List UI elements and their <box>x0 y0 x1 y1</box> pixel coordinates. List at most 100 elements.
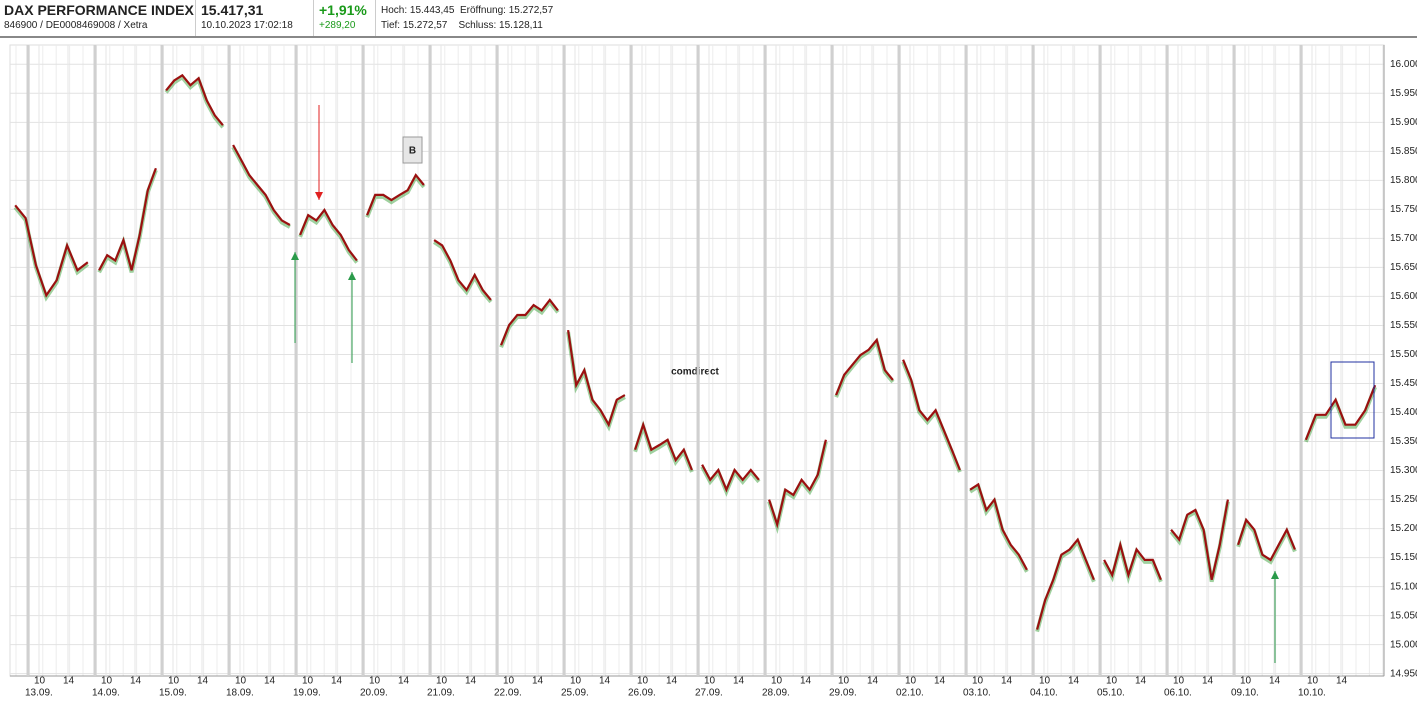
marker-box <box>402 136 423 164</box>
change-block: +1,91% +289,20 <box>319 2 367 34</box>
hour-tick-label: 14 <box>1068 676 1080 687</box>
signal-arrow-head <box>315 192 323 200</box>
x-tick-label: 13.09. <box>25 688 53 699</box>
y-tick-label: 15.700 <box>1390 233 1417 244</box>
hour-tick-label: 10 <box>1307 676 1319 687</box>
marker-label: B <box>409 146 416 157</box>
hour-tick-label: 14 <box>264 676 276 687</box>
y-tick-label: 15.000 <box>1390 639 1417 650</box>
price-line <box>567 329 626 428</box>
hour-tick-label: 10 <box>1173 676 1185 687</box>
price-line <box>1170 499 1229 580</box>
y-tick-label: 15.500 <box>1390 349 1417 360</box>
timestamp: 10.10.2023 17:02:18 <box>201 20 293 31</box>
y-tick-label: 15.750 <box>1390 204 1417 215</box>
separator <box>313 0 314 36</box>
x-tick-label: 21.09. <box>427 688 455 699</box>
watermark: comdirect <box>671 367 719 378</box>
hour-tick-label: 10 <box>34 676 46 687</box>
hour-tick-label: 14 <box>800 676 812 687</box>
y-tick-label: 15.150 <box>1390 552 1417 563</box>
x-tick-label: 05.10. <box>1097 688 1125 699</box>
separator <box>375 0 376 36</box>
hour-tick-label: 10 <box>1106 676 1118 687</box>
hour-tick-label: 10 <box>771 676 783 687</box>
y-tick-label: 15.450 <box>1390 378 1417 389</box>
x-tick-label: 26.09. <box>628 688 656 699</box>
hour-tick-label: 14 <box>1269 676 1281 687</box>
hour-tick-label: 10 <box>704 676 716 687</box>
instrument: DAX PERFORMANCE INDEX 846900 / DE0008469… <box>4 2 194 34</box>
price-line <box>835 337 894 396</box>
x-tick-label: 19.09. <box>293 688 321 699</box>
price-line <box>1237 517 1296 562</box>
hour-tick-label: 10 <box>235 676 247 687</box>
hour-tick-label: 10 <box>637 676 649 687</box>
signal-arrow-head <box>1271 571 1279 579</box>
x-tick-label: 04.10. <box>1030 688 1058 699</box>
price-line <box>366 173 425 216</box>
change-pct: +1,91% <box>319 2 367 18</box>
y-tick-label: 15.250 <box>1390 494 1417 505</box>
hour-tick-label: 14 <box>398 676 410 687</box>
hour-tick-label: 14 <box>331 676 343 687</box>
price-line <box>98 167 157 271</box>
x-tick-label: 06.10. <box>1164 688 1192 699</box>
hour-tick-label: 10 <box>905 676 917 687</box>
y-tick-label: 15.600 <box>1390 291 1417 302</box>
y-tick-label: 15.850 <box>1390 146 1417 157</box>
hour-tick-label: 14 <box>532 676 544 687</box>
price-line <box>634 421 693 471</box>
hour-tick-label: 10 <box>503 676 515 687</box>
price-line <box>500 298 559 346</box>
change-abs: +289,20 <box>319 20 356 31</box>
y-tick-label: 15.050 <box>1390 610 1417 621</box>
stats: Hoch: 15.443,45 Eröffnung: 15.272,57 Tie… <box>381 3 553 33</box>
hour-tick-label: 14 <box>867 676 879 687</box>
price-line <box>701 464 760 493</box>
x-tick-label: 10.10. <box>1298 688 1326 699</box>
hour-tick-label: 14 <box>666 676 678 687</box>
price-line <box>299 208 358 262</box>
hour-tick-label: 10 <box>1039 676 1051 687</box>
x-tick-label: 29.09. <box>829 688 857 699</box>
hour-tick-label: 14 <box>465 676 477 687</box>
x-tick-label: 03.10. <box>963 688 991 699</box>
price-line-shadow <box>499 298 560 348</box>
y-tick-label: 15.100 <box>1390 581 1417 592</box>
y-tick-label: 15.300 <box>1390 465 1417 476</box>
y-tick-label: 15.400 <box>1390 407 1417 418</box>
low: Tief: 15.272,57 <box>381 20 448 31</box>
hour-tick-label: 14 <box>1135 676 1147 687</box>
y-tick-label: 15.550 <box>1390 320 1417 331</box>
close: Schluss: 15.128,11 <box>458 20 543 31</box>
price-line <box>969 482 1028 571</box>
price-line <box>768 439 827 529</box>
hour-tick-label: 10 <box>838 676 850 687</box>
x-tick-label: 15.09. <box>159 688 187 699</box>
price-line <box>902 359 961 471</box>
y-tick-label: 15.900 <box>1390 117 1417 128</box>
y-tick-label: 15.650 <box>1390 262 1417 273</box>
instrument-name: DAX PERFORMANCE INDEX <box>4 2 194 18</box>
hour-tick-label: 14 <box>63 676 75 687</box>
price-line <box>1304 384 1377 441</box>
hour-tick-label: 10 <box>1240 676 1252 687</box>
price-line <box>1103 540 1162 581</box>
hour-tick-label: 10 <box>369 676 381 687</box>
instrument-ids: 846900 / DE0008469008 / Xetra <box>4 20 148 31</box>
quote-header: DAX PERFORMANCE INDEX 846900 / DE0008469… <box>0 0 1417 38</box>
price-line <box>232 144 291 226</box>
y-tick-label: 15.800 <box>1390 175 1417 186</box>
open: Eröffnung: 15.272,57 <box>459 5 554 16</box>
signal-arrow-head <box>348 272 356 280</box>
x-tick-label: 14.09. <box>92 688 120 699</box>
price-line <box>165 73 224 126</box>
hour-tick-label: 10 <box>302 676 314 687</box>
hour-tick-label: 14 <box>1202 676 1214 687</box>
x-tick-label: 02.10. <box>896 688 924 699</box>
separator <box>195 0 196 36</box>
hour-tick-label: 14 <box>130 676 142 687</box>
